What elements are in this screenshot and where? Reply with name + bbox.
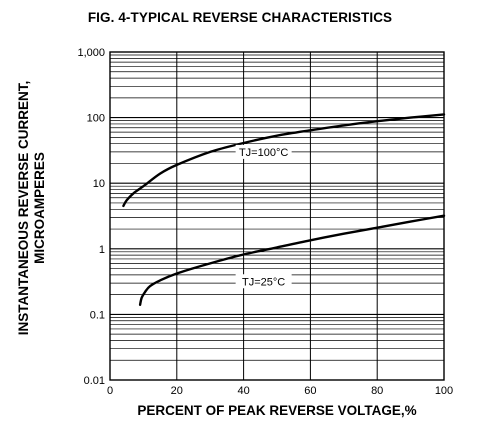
series-line-1 — [122, 113, 446, 208]
y-tick-label: 10 — [93, 178, 105, 190]
y-tick-label: 0.1 — [90, 309, 105, 321]
series-label-bg-1 — [235, 144, 292, 159]
chart-title: FIG. 4-TYPICAL REVERSE CHARACTERISTICS — [87, 10, 393, 25]
plot-frame — [109, 51, 445, 381]
x-tick-label: 40 — [237, 385, 249, 397]
series-label-2: TJ=25°C — [242, 276, 285, 288]
x-axis-label: PERCENT OF PEAK REVERSE VOLTAGE,% — [137, 403, 417, 418]
y-tick-label: 1 — [99, 244, 105, 256]
x-tick-label: 100 — [435, 385, 453, 397]
y-tick-label: 100 — [87, 113, 105, 125]
series-label-bg-2 — [235, 274, 292, 289]
series-line-2 — [138, 214, 446, 306]
x-tick-label: 0 — [107, 385, 113, 397]
y-tick-label: 0.01 — [84, 375, 105, 387]
y-tick-label: 1,000 — [77, 47, 105, 59]
series-label-1: TJ=100°C — [239, 147, 288, 159]
x-tick-label: 80 — [371, 385, 383, 397]
x-tick-label: 60 — [304, 385, 316, 397]
x-tick-label: 20 — [171, 385, 183, 397]
